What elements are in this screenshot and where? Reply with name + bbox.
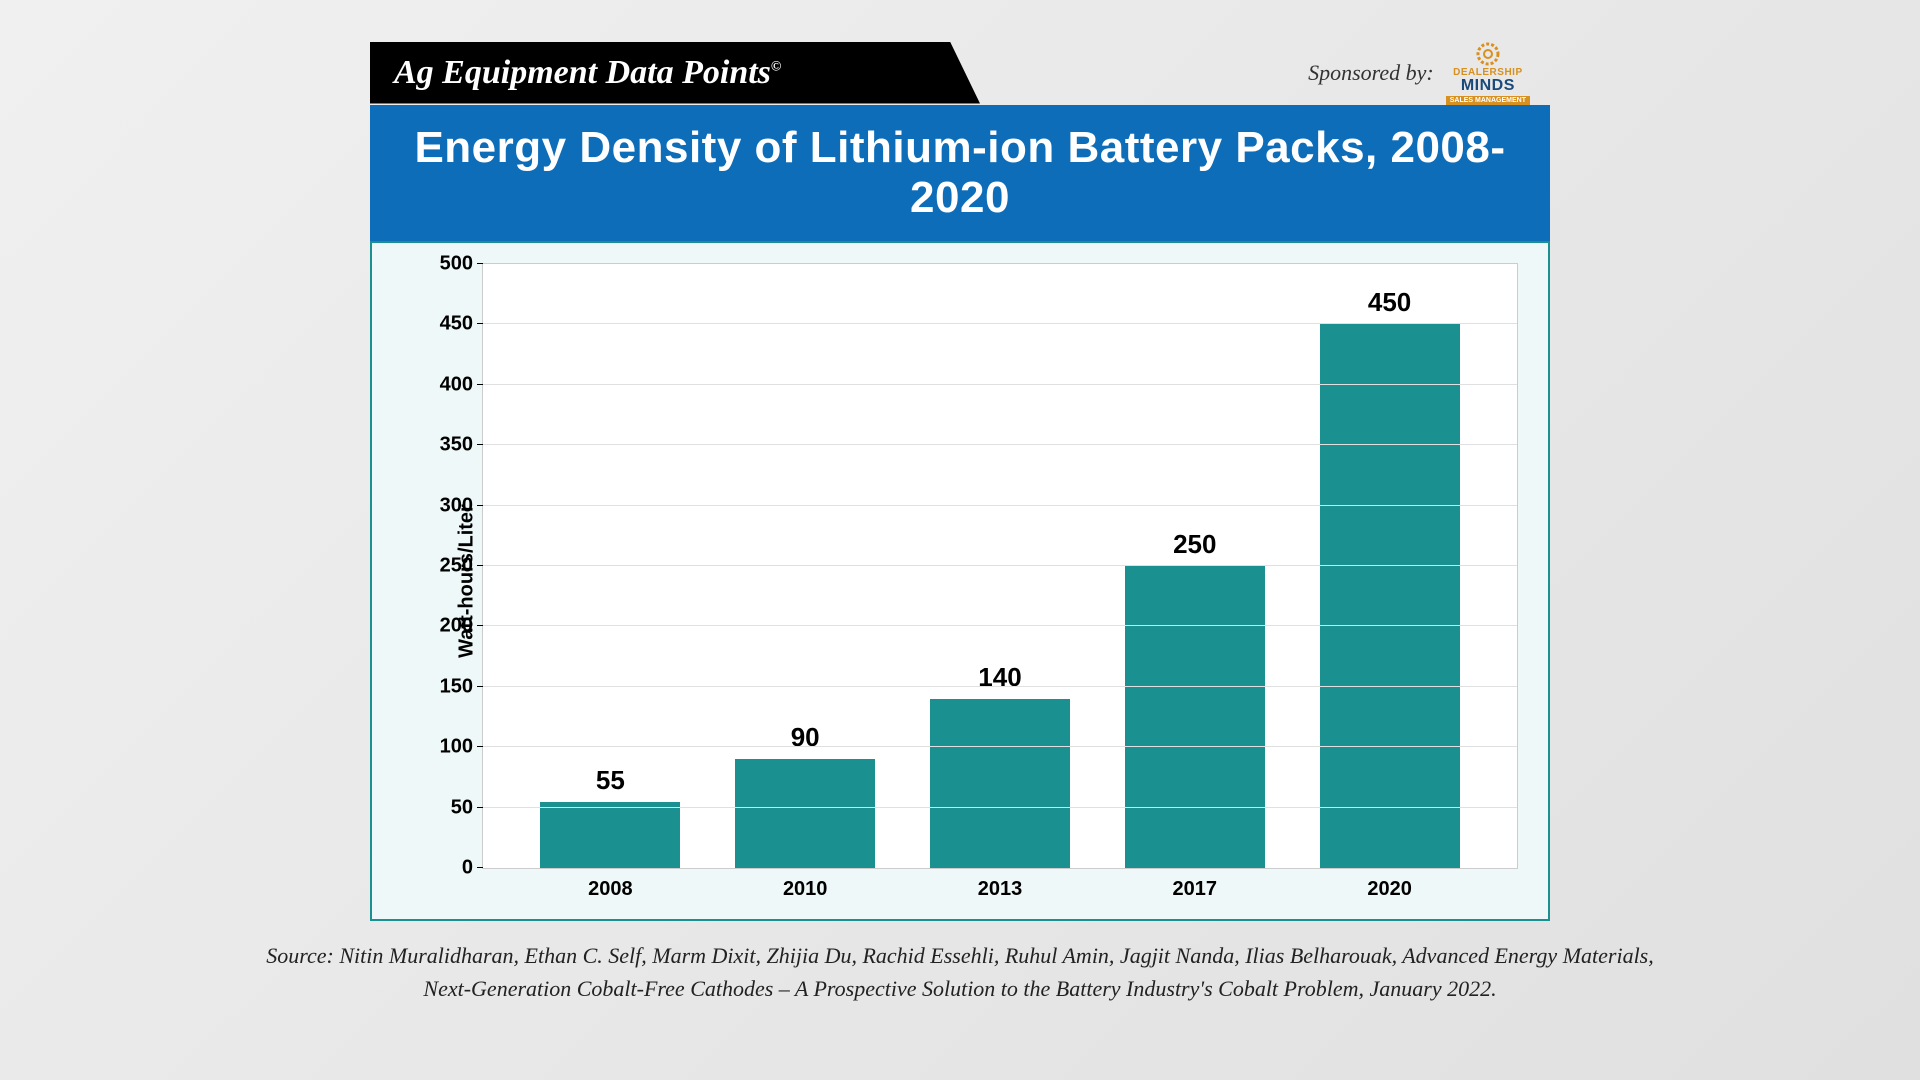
bar-group: 2502017 [1125, 264, 1265, 868]
logo-line-2: MINDS [1461, 78, 1515, 94]
gridline [483, 323, 1517, 324]
copyright-symbol: © [771, 59, 781, 74]
chart-card: Ag Equipment Data Points© Sponsored by: … [370, 40, 1550, 921]
bar-value-label: 450 [1368, 287, 1411, 318]
bar-value-label: 55 [596, 765, 625, 796]
chart-area: Watt-hours/Liter 55200890201014020132502… [370, 241, 1550, 921]
y-tick-label: 150 [440, 675, 473, 698]
bar [930, 699, 1070, 868]
series-banner: Ag Equipment Data Points© [370, 42, 980, 104]
y-tick-label: 500 [440, 253, 473, 276]
y-tick-label: 350 [440, 434, 473, 457]
bar-value-label: 140 [978, 662, 1021, 693]
gear-icon [1468, 40, 1508, 68]
bars-container: 552008 902010 1402013 2502017 4502020 [483, 264, 1517, 868]
bar [540, 802, 680, 868]
y-tick-label: 450 [440, 313, 473, 336]
logo-line-3: SALES MANAGEMENT [1446, 96, 1530, 105]
gridline [483, 565, 1517, 566]
bar-value-label: 250 [1173, 529, 1216, 560]
gridline [483, 686, 1517, 687]
source-citation: Source: Nitin Muralidharan, Ethan C. Sel… [260, 939, 1660, 1005]
plot-area: 552008902010140201325020174502020 050100… [482, 263, 1518, 869]
bar [735, 759, 875, 868]
y-tick-mark [477, 867, 483, 868]
x-tick-label: 2020 [1367, 878, 1412, 901]
gridline [483, 384, 1517, 385]
y-tick-mark [477, 263, 483, 264]
y-tick-label: 300 [440, 494, 473, 517]
y-tick-label: 50 [451, 796, 473, 819]
bar-group: 552008 [540, 264, 680, 868]
sponsor-block: Sponsored by: DEALERSHIP MINDS SALES MAN… [1308, 40, 1550, 105]
gridline [483, 505, 1517, 506]
gridline [483, 625, 1517, 626]
bar-group: 1402013 [930, 264, 1070, 868]
bar [1125, 566, 1265, 868]
x-tick-label: 2017 [1173, 878, 1218, 901]
source-line-1: Source: Nitin Muralidharan, Ethan C. Sel… [266, 943, 1654, 968]
header-row: Ag Equipment Data Points© Sponsored by: … [370, 40, 1550, 105]
gridline [483, 746, 1517, 747]
banner-title: Ag Equipment Data Points [394, 54, 771, 91]
bar-group: 902010 [735, 264, 875, 868]
bar-value-label: 90 [791, 722, 820, 753]
sponsored-by-label: Sponsored by: [1308, 60, 1434, 86]
bar-group: 4502020 [1320, 264, 1460, 868]
y-tick-label: 0 [462, 857, 473, 880]
x-tick-label: 2013 [978, 878, 1023, 901]
x-tick-label: 2010 [783, 878, 828, 901]
gridline [483, 444, 1517, 445]
chart-title: Energy Density of Lithium-ion Battery Pa… [370, 105, 1550, 241]
y-tick-label: 200 [440, 615, 473, 638]
sponsor-logo: DEALERSHIP MINDS SALES MANAGEMENT [1446, 40, 1530, 105]
gridline [483, 807, 1517, 808]
source-line-2: Next-Generation Cobalt-Free Cathodes – A… [423, 976, 1496, 1001]
y-tick-label: 400 [440, 373, 473, 396]
bar [1320, 324, 1460, 868]
y-tick-label: 250 [440, 555, 473, 578]
y-tick-label: 100 [440, 736, 473, 759]
x-tick-label: 2008 [588, 878, 633, 901]
